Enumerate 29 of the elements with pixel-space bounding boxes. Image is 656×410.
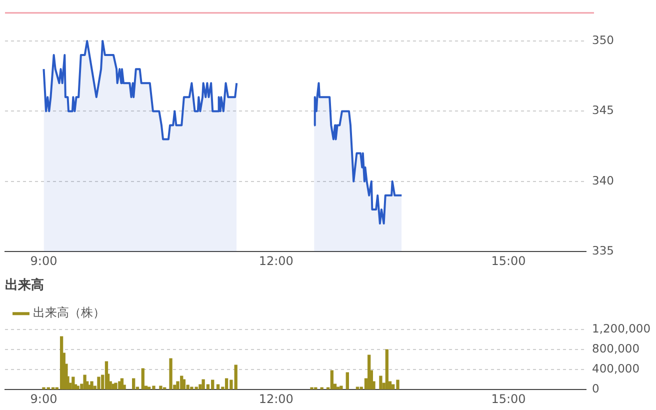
x-tick-label: 15:00 [491,392,526,406]
y-tick-label: 800,000 [592,342,640,356]
bar [182,379,186,390]
y-tick-label: 335 [592,244,614,258]
legend-label: 出来高（株） [33,306,105,320]
y-tick-label: 400,000 [592,362,640,376]
y-tick-label: 1,200,000 [592,322,651,336]
y-tick-label: 345 [592,103,614,118]
y-tick-label: 0 [592,382,600,396]
x-tick-label: 12:00 [258,254,294,268]
bar [76,386,80,390]
x-tick-label: 9:00 [30,392,58,406]
bar [340,386,343,390]
bar [169,358,172,390]
bar [385,349,388,390]
bar [132,378,136,390]
bar [114,382,118,390]
bar [141,368,144,390]
x-tick-label: 12:00 [258,392,294,406]
bar [159,386,162,390]
x-tick-label: 15:00 [491,254,526,268]
bar [330,370,334,390]
chart-title: 出来高 [5,277,44,294]
y-tick-label: 350 [592,32,614,47]
y-tick-label: 340 [592,173,614,188]
bar [346,372,349,390]
bar [97,376,100,390]
x-tick-label: 9:00 [30,254,58,268]
bar [379,376,382,390]
